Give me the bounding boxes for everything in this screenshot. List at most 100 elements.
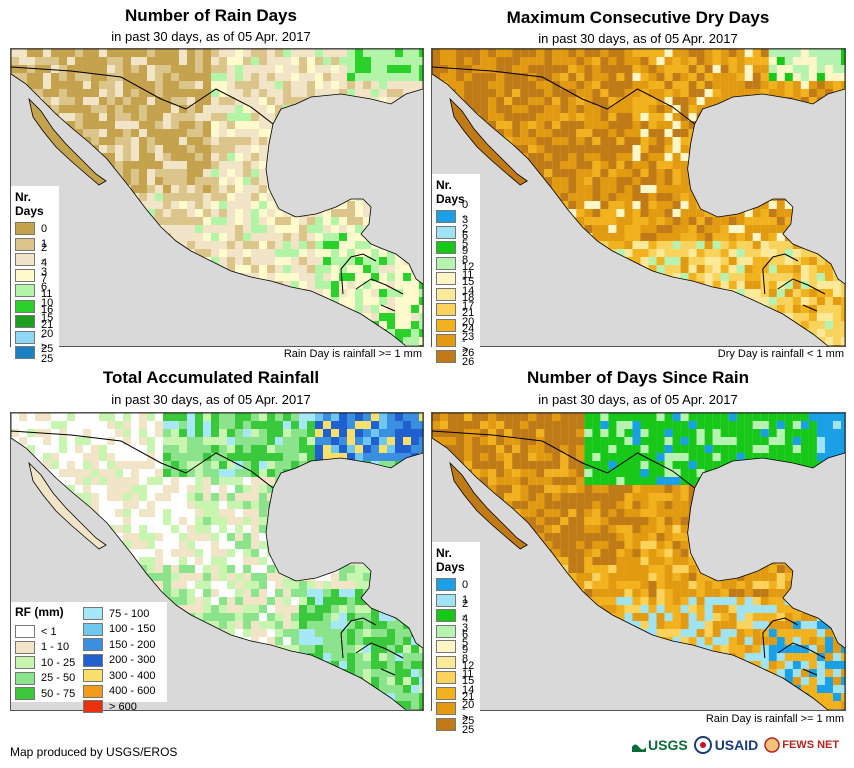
legend-item: > 25 <box>436 712 474 736</box>
legend-swatch <box>15 253 35 267</box>
rainfall-legend: RF (mm) < 1 1 - 10 10 - 25 25 - 50 50 - 75 7… <box>11 602 167 714</box>
legend-swatch <box>436 210 456 224</box>
panel-title: Number of Days Since Rain <box>526 368 749 387</box>
dry-days-map <box>431 48 846 347</box>
legend-item: 100 - 150 <box>83 622 155 638</box>
legend-label: 0 <box>462 578 469 591</box>
legend-swatch <box>436 256 456 270</box>
legend-title: Nr. Days <box>436 546 465 574</box>
legend-title: RF (mm) <box>15 605 64 619</box>
map-canvas <box>11 49 423 346</box>
rain-day-note: Rain Day is rainfall >= 1 mm <box>283 348 422 360</box>
legend-label: 2 - 3 <box>462 597 469 634</box>
legend-swatch <box>15 656 35 670</box>
legend-label: 4 - 5 <box>462 613 469 650</box>
legend-swatch <box>15 687 35 701</box>
legend-label: 1 <box>41 238 48 251</box>
legend-item: 21 - 25 <box>436 691 474 727</box>
legend-item: 6 - 8 <box>436 629 474 665</box>
central-america-borders <box>340 253 404 312</box>
legend-item: 300 - 400 <box>83 668 155 684</box>
central-america-borders <box>340 617 404 676</box>
legend-label: 200 - 300 <box>109 654 156 667</box>
legend-item: 18 - 20 <box>436 292 474 328</box>
legend-label: 1 <box>462 594 469 607</box>
panel-subtitle: in past 30 days, as of 05 Apr. 2017 <box>111 392 311 407</box>
legend-label: 18 - 20 <box>462 291 475 328</box>
legend-label: 6 - 8 <box>462 628 469 665</box>
panel-title: Total Accumulated Rainfall <box>102 368 320 387</box>
legend-item: 4 - 6 <box>15 257 53 293</box>
legend-label: 7 - 10 <box>41 272 54 309</box>
legend-item: 21 - 23 <box>436 307 474 343</box>
legend-label: 21 - 25 <box>462 690 475 727</box>
legend-swatch <box>436 225 456 239</box>
panel-subtitle: in past 30 days, as of 05 Apr. 2017 <box>111 29 311 44</box>
legend-label: 4 - 6 <box>41 257 48 294</box>
days-since-rain-note: Rain Day is rainfall >= 1 mm <box>705 713 844 725</box>
legend-item: 50 - 75 <box>15 686 75 702</box>
legend-swatch <box>83 700 103 714</box>
legend-item: 12 - 14 <box>436 261 474 297</box>
legend-swatch <box>15 346 35 360</box>
legend-label: 16 - 20 <box>41 303 54 340</box>
legend-label: 25 - 50 <box>41 672 76 685</box>
legend-swatch <box>436 349 456 363</box>
map-canvas <box>432 413 845 710</box>
legend-label: 12 - 14 <box>462 260 475 297</box>
legend-swatch <box>83 684 103 698</box>
legend-item: 2 - 3 <box>15 242 53 278</box>
legend-title: Nr. Days <box>15 190 44 218</box>
legend-swatch <box>436 272 456 286</box>
legend-swatch <box>436 655 456 669</box>
panel-subtitle: in past 30 days, as of 05 Apr. 2017 <box>538 31 738 46</box>
coastline <box>432 49 845 346</box>
us-mexico-border <box>432 66 695 125</box>
legend-swatch <box>83 607 103 621</box>
legend-item: > 25 <box>15 341 53 365</box>
legend-item: 12 - 14 <box>436 660 474 696</box>
legend-label: 9 - 11 <box>462 644 474 681</box>
legend-item: 16 - 20 <box>15 304 53 340</box>
days-since-rain-map <box>431 412 846 711</box>
legend-item: < 1 <box>15 624 75 640</box>
legend-item: 0 <box>15 221 53 237</box>
legend-item: 24 - 26 <box>436 323 474 359</box>
baja-peninsula <box>28 461 107 550</box>
legend-title: Nr. Days <box>436 178 465 206</box>
legend-swatch <box>436 686 456 700</box>
legend-swatch <box>15 299 35 313</box>
baja-peninsula <box>449 461 528 550</box>
us-mexico-border <box>11 66 274 125</box>
legend-swatch <box>436 717 456 731</box>
legend-item: 1 - 10 <box>15 640 75 656</box>
legend-item: 9 - 11 <box>436 644 474 680</box>
legend-item: 9 - 11 <box>436 245 474 281</box>
legend-swatch <box>83 669 103 683</box>
legend-label: > 25 <box>41 340 54 365</box>
usgs-logo: USGS <box>632 737 688 753</box>
legend-swatch <box>15 222 35 236</box>
legend-swatch <box>15 671 35 685</box>
legend-item: 75 - 100 <box>83 606 155 622</box>
agency-logos: USGS USAID FEWS NET <box>632 736 839 754</box>
legend-label: > 600 <box>109 700 137 713</box>
legend-item: 200 - 300 <box>83 653 155 669</box>
legend-item: 150 - 200 <box>83 637 155 653</box>
legend-label: 150 - 200 <box>109 638 156 651</box>
legend-swatch <box>15 268 35 282</box>
legend-item: > 600 <box>83 699 155 715</box>
legend-swatch <box>15 284 35 298</box>
legend-label: 21 - 23 <box>462 307 475 344</box>
legend-item: 7 - 10 <box>15 273 53 309</box>
legend-swatch <box>83 638 103 652</box>
legend-item: 21 - 25 <box>15 319 53 355</box>
total-rainfall-map <box>10 412 424 711</box>
central-america-borders <box>762 253 826 312</box>
legend-swatch <box>436 671 456 685</box>
legend-label: 11 - 15 <box>41 288 54 325</box>
legend-item: 1 <box>436 593 474 609</box>
legend-label: 0 - 2 <box>462 198 469 235</box>
